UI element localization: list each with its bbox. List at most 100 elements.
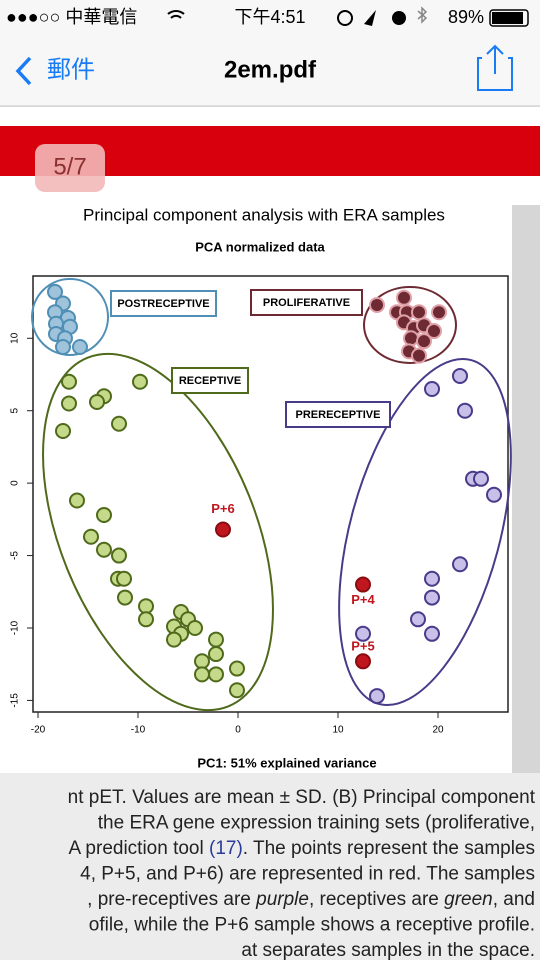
caption-line: ofile, while the P+6 sample shows a rece…	[89, 915, 535, 936]
caption-text: , pre-receptives are	[87, 889, 256, 910]
caption-text: green	[444, 889, 493, 910]
share-button[interactable]	[477, 44, 513, 91]
battery-percent: 89%	[448, 7, 484, 27]
caption-text: . The points represent the samples	[243, 838, 535, 859]
x-tick-label: -20	[31, 725, 46, 736]
legend-label: PRERECEPTIVE	[296, 409, 381, 421]
point	[486, 486, 502, 503]
point	[166, 631, 182, 648]
point	[403, 330, 419, 347]
point	[61, 373, 77, 390]
y-tick-label: 10	[10, 332, 21, 344]
nav-title: 2em.pdf	[224, 56, 317, 83]
page-badge	[35, 144, 105, 192]
x-tick-label: 20	[432, 725, 444, 736]
point	[111, 547, 127, 564]
cluster-outline	[363, 286, 457, 364]
point	[111, 415, 127, 432]
point	[424, 625, 440, 642]
x-tick-label: 10	[332, 725, 344, 736]
y-tick-label: 5	[10, 407, 21, 413]
point	[424, 570, 440, 587]
point	[452, 556, 468, 573]
caption-text: (17)	[209, 838, 243, 859]
point	[116, 570, 132, 587]
point	[208, 666, 224, 683]
location-icon	[364, 10, 376, 26]
caption-text: 4, P+5, and P+6) are represented in red.…	[80, 864, 535, 885]
top-bars	[0, 0, 540, 106]
wifi-icon	[167, 10, 185, 19]
point	[411, 347, 427, 364]
legend-box	[285, 401, 391, 428]
y-tick-label: -10	[10, 620, 21, 635]
point	[208, 631, 224, 648]
point	[229, 660, 245, 677]
cluster-outline	[42, 352, 274, 712]
point	[410, 611, 426, 628]
point	[355, 653, 371, 670]
point	[72, 338, 88, 355]
point	[138, 611, 154, 628]
point	[424, 589, 440, 606]
point	[138, 598, 154, 615]
legend-box	[250, 289, 363, 316]
cluster-outline	[31, 278, 109, 356]
y-tick-label: -15	[10, 693, 21, 708]
lock-icon	[337, 10, 353, 26]
caption-line: at separates samples in the space.	[241, 940, 535, 960]
page-indicator: 5/7	[53, 153, 86, 180]
x-tick-label: 0	[235, 725, 241, 736]
clock: 下午4:51	[234, 7, 305, 27]
battery-icon	[489, 9, 529, 27]
point	[431, 304, 447, 321]
battery-level	[492, 12, 523, 24]
bluetooth-icon	[417, 6, 428, 24]
point	[187, 619, 203, 636]
point-label: P+6	[211, 501, 235, 516]
page-edge	[512, 205, 540, 773]
caption-text: A prediction tool	[69, 838, 209, 859]
point	[457, 402, 473, 419]
point	[96, 541, 112, 558]
point-label: P+5	[351, 639, 375, 654]
point	[83, 528, 99, 545]
legend-box	[110, 290, 217, 317]
point	[416, 333, 432, 350]
point	[61, 395, 77, 412]
legend-label: PROLIFERATIVE	[263, 297, 350, 309]
point	[194, 653, 210, 670]
legend-label: POSTRECEPTIVE	[117, 298, 209, 310]
point	[426, 323, 442, 340]
caption-text: purple	[255, 889, 309, 910]
point	[69, 492, 85, 509]
caption-line: A prediction tool (17). The points repre…	[69, 838, 535, 859]
point	[194, 666, 210, 683]
x-axis-label: PC1: 51% explained variance	[197, 755, 376, 770]
chart-subtitle: PCA normalized data	[195, 239, 325, 254]
y-tick-label: -5	[10, 551, 21, 560]
caption-line: 4, P+5, and P+6) are represented in red.…	[80, 864, 535, 885]
caption-line: nt pET. Values are mean ± SD. (B) Princi…	[68, 787, 536, 808]
point	[208, 646, 224, 663]
caption-text: the ERA gene expression training sets (p…	[98, 813, 535, 834]
x-tick-label: -10	[131, 725, 146, 736]
point	[96, 507, 112, 524]
chart-title: Principal component analysis with ERA sa…	[83, 205, 445, 224]
back-chevron[interactable]	[15, 56, 32, 86]
point	[117, 589, 133, 606]
point	[89, 394, 105, 411]
caption-text: at separates samples in the space.	[241, 940, 535, 960]
caption-text: ofile, while the P+6 sample shows a rece…	[89, 915, 535, 936]
carrier: ●●●○○ 中華電信	[6, 7, 137, 27]
back-button[interactable]: 郵件	[47, 56, 95, 83]
point	[215, 521, 231, 538]
y-tick-label: 0	[10, 480, 21, 486]
caption-line: the ERA gene expression training sets (p…	[98, 813, 535, 834]
caption-text: nt pET. Values are mean ± SD. (B) Princi…	[68, 787, 536, 808]
point	[355, 576, 371, 593]
legend-label: RECEPTIVE	[179, 375, 241, 387]
point	[55, 422, 71, 439]
